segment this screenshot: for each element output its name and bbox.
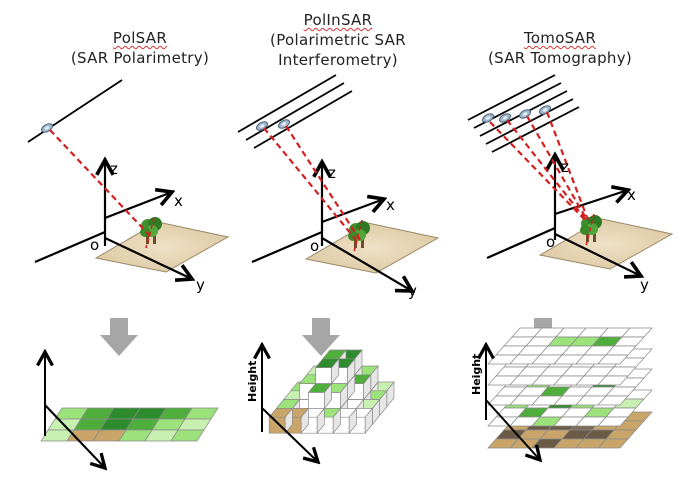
voxel-top: [268, 408, 294, 418]
polsar-x-label: x: [174, 192, 183, 210]
polinsar-down-arrow: [302, 318, 340, 356]
layer-cell: [597, 354, 629, 365]
tomosar-y-axis: [554, 233, 641, 276]
polsar-ground-patch: [94, 221, 230, 273]
polinsar-z-label: z: [328, 164, 336, 182]
voxel-top: [307, 383, 333, 393]
layer-cell: [597, 416, 629, 427]
polinsar-y-label: y: [408, 282, 417, 300]
polsar-flight-track: [27, 79, 123, 143]
polinsar-flight-track-2: [245, 82, 345, 141]
layer-cell: [597, 395, 629, 406]
tomosar-radar-ray-3: [526, 115, 588, 221]
polinsar-flight-track-1: [237, 74, 337, 133]
layer-cell: [597, 438, 629, 449]
polinsar-horizontal-axis: [251, 230, 323, 264]
voxel-front: [308, 392, 325, 409]
tomosar-title-line2: (SAR Tomography): [487, 49, 633, 67]
polsar-y-label: y: [196, 276, 205, 294]
polinsar-radar-ray-2: [285, 125, 361, 241]
tomosar-x-axis: [554, 190, 628, 216]
voxel-front: [268, 416, 286, 434]
polsar-origin-label: o: [90, 236, 99, 254]
tomosar-radar-ray-2: [506, 119, 587, 221]
polsar-title-line2: (SAR Polarimetry): [70, 49, 210, 67]
tomosar-origin-label: o: [546, 233, 555, 251]
polsar-y-axis: [104, 237, 192, 279]
tomosar-horizontal-axis: [486, 226, 556, 260]
voxel-front: [315, 367, 332, 384]
polinsar-origin-label: o: [310, 237, 319, 255]
grid-cell: [170, 429, 205, 442]
polsar-depth-axis: [44, 404, 105, 468]
polinsar-scene: z x y o Height: [237, 74, 440, 462]
polsar-2d-grid: [40, 407, 219, 442]
polsar-z-label: z: [110, 160, 118, 178]
polinsar-ground-patch: [304, 222, 440, 274]
tomosar-ground-patch: [538, 218, 674, 270]
polsar-scene: z x y o: [27, 79, 230, 468]
tomosar-height-label: Height: [470, 354, 483, 395]
tomosar-y-label: y: [640, 276, 649, 294]
polinsar-flight-track-3: [253, 90, 353, 149]
polsar-x-axis: [104, 192, 172, 220]
tomosar-x-label: x: [627, 186, 636, 204]
polinsar-depth-axis: [261, 407, 318, 462]
polsar-title: PolSAR (SAR Polarimetry): [40, 28, 240, 68]
tomosar-flight-track-4: [485, 98, 574, 145]
polinsar-title: PolInSAR (Polarimetric SAR Interferometr…: [238, 10, 438, 70]
polsar-return-ray: [145, 217, 155, 249]
tomosar-title-line1: TomoSAR: [523, 29, 597, 47]
polinsar-x-axis: [321, 199, 384, 224]
polsar-title-line1: PolSAR: [112, 29, 168, 47]
polinsar-title-line3: Interferometry): [278, 51, 398, 69]
polinsar-x-label: x: [386, 196, 395, 214]
polinsar-height-label: Height: [246, 361, 259, 402]
tomosar-scene: z x y o Height: [467, 74, 674, 460]
polsar-horizontal-axis: [34, 230, 106, 264]
tomosar-title: TomoSAR (SAR Tomography): [460, 28, 660, 68]
polinsar-return-ray: [353, 219, 363, 253]
polinsar-y-axis: [321, 237, 412, 291]
tomosar-return-ray: [585, 213, 595, 247]
tomosar-satellite-icon-1: [480, 111, 496, 125]
tomosar-z-label: z: [561, 158, 569, 176]
layer-cell: [597, 375, 629, 386]
polinsar-title-line1: PolInSAR: [303, 11, 373, 29]
polsar-down-arrow: [100, 318, 138, 356]
voxel-top: [314, 358, 340, 368]
polinsar-radar-ray-1: [263, 127, 357, 241]
tomosar-depth-axis: [485, 399, 540, 460]
tomosar-radar-ray-1: [489, 121, 586, 221]
polinsar-3d-volume: [268, 349, 395, 435]
polsar-radar-ray: [49, 129, 153, 239]
polinsar-title-line2: (Polarimetric SAR: [270, 31, 406, 49]
tomosar-flight-track-1: [467, 74, 556, 121]
